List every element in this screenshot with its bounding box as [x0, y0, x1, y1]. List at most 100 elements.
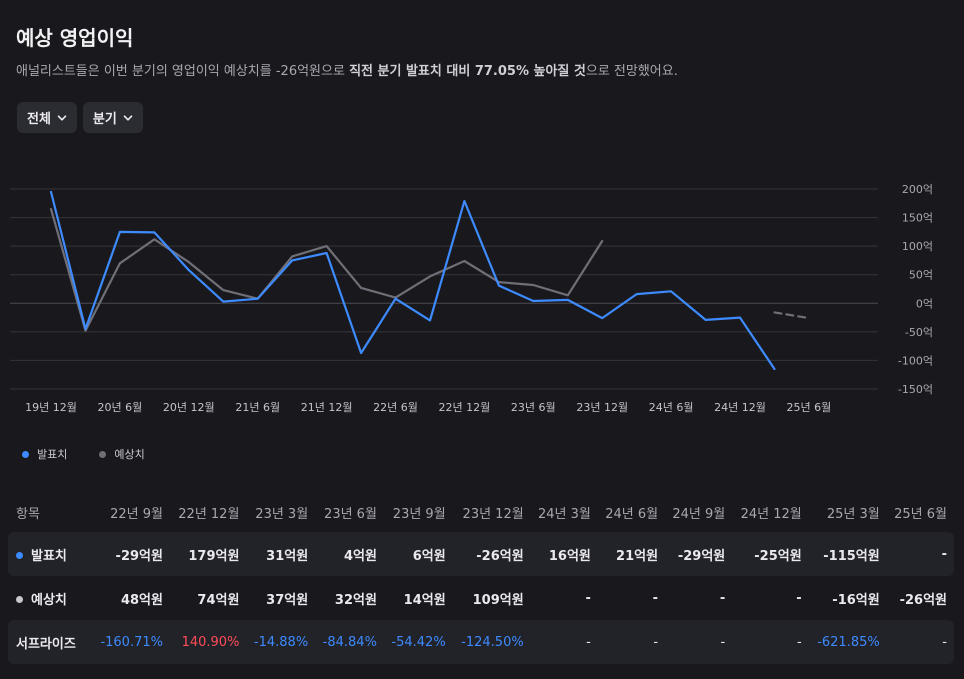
table-cell: 16억원	[530, 532, 598, 576]
x-tick-label: 23년 12월	[576, 401, 628, 414]
row-dot	[16, 551, 23, 559]
surprise-row: 서프라이즈 -160.71% 140.90% -14.88% -84.84% -54.42…	[8, 620, 954, 664]
table-cell: 109억원	[472, 592, 524, 608]
series-line-actual	[49, 190, 776, 371]
legend-dot-estimate	[99, 450, 107, 458]
legend-label-actual: 발표치	[37, 448, 68, 461]
operating-profit-chart: 200억 150억 100억 50억 0억 -50억 -100억 -150억 19년 12월 20…	[10, 183, 933, 414]
x-tick-label: 21년 12월	[301, 401, 353, 414]
y-tick-label: 150억	[902, 212, 933, 225]
legend-item-actual[interactable]: 발표치	[22, 446, 67, 462]
table-cell: -124.50%	[452, 620, 531, 664]
table-cell: -115억원	[808, 532, 887, 576]
range-dropdown-label: 전체	[27, 112, 51, 127]
row-label-text: 서프라이즈	[16, 636, 76, 652]
x-tick-label: 19년 12월	[25, 401, 77, 414]
table-cell: 48억원	[120, 592, 163, 608]
series-line-estimate-future	[773, 311, 810, 320]
table-cell: -14.88%	[246, 620, 316, 664]
chevron-down-icon	[123, 114, 133, 121]
column-header: 23년 3월	[255, 506, 309, 522]
column-header: 22년 9월	[110, 506, 163, 522]
table-cell: 6억원	[383, 532, 453, 576]
table-cell: -29억원	[665, 532, 733, 576]
table-cell: -160.71%	[91, 620, 170, 664]
column-header: 23년 9월	[392, 506, 446, 522]
series-line-estimate	[49, 207, 604, 332]
table-cell: 32억원	[334, 592, 377, 608]
earnings-table: 항목 22년 9월 22년 12월 23년 3월 23년 6월 23년 9월 2…	[8, 492, 954, 664]
column-header: 25년 3월	[826, 506, 880, 522]
table-cell: -29억원	[91, 532, 170, 576]
table-cell: -	[530, 620, 598, 664]
column-header: 25년 6월	[894, 506, 947, 522]
x-tick-label: 22년 6월	[373, 401, 418, 414]
table-cell: -	[732, 620, 809, 664]
legend-dot-actual	[22, 450, 29, 458]
table-cell: -26억원	[452, 532, 531, 576]
chevron-down-icon	[57, 114, 67, 121]
table-cell: -	[585, 590, 591, 606]
estimate-row: 예상치 48억원 74억원 37억원 32억원 14억원 109억원 - - - - -16억원 -26…	[8, 576, 954, 620]
table-cell: 31억원	[246, 532, 316, 576]
x-tick-label: 22년 12월	[439, 401, 491, 414]
range-dropdown[interactable]: 전체	[17, 102, 77, 133]
table-cell: -	[597, 620, 666, 664]
column-header: 23년 6월	[324, 506, 377, 522]
column-header: 24년 9월	[672, 506, 726, 522]
y-tick-label: -100억	[898, 354, 933, 367]
table-cell: -	[719, 590, 726, 606]
page-subtitle: 애널리스트들은 이번 분기의 영업이익 예상치를 -26억원으로 직전 분기 발…	[16, 60, 678, 79]
legend-label-estimate: 예상치	[114, 448, 145, 461]
period-dropdown[interactable]: 분기	[82, 102, 143, 133]
subtitle-highlight: 직전 분기 발표치 대비 77.05% 높아질 것	[349, 64, 586, 79]
table-cell: 21억원	[597, 532, 666, 576]
chart-legend: 발표치 예상치	[22, 446, 145, 462]
filter-bar: 전체 분기	[17, 102, 143, 133]
table-cell: -	[796, 590, 802, 606]
page-title: 예상 영업이익	[16, 26, 134, 50]
subtitle-pre: 애널리스트들은 이번 분기의 영업이익 예상치를 -26억원으로	[16, 64, 350, 79]
table-header-row: 항목 22년 9월 22년 12월 23년 3월 23년 6월 23년 9월 2…	[8, 492, 954, 532]
table-cell: -54.42%	[383, 620, 453, 664]
row-label: 예상치	[8, 576, 92, 620]
table-cell: -84.84%	[315, 620, 384, 664]
x-tick-label: 25년 6월	[787, 401, 832, 414]
x-tick-label: 20년 12월	[163, 401, 215, 414]
x-tick-label: 21년 6월	[235, 401, 280, 414]
row-label: 서프라이즈	[8, 620, 92, 664]
table-cell: -16억원	[832, 592, 880, 608]
table-cell: 179억원	[169, 532, 247, 576]
y-tick-label: 200억	[902, 183, 933, 196]
table-cell: -	[652, 590, 659, 606]
column-header: 24년 6월	[605, 506, 659, 522]
table-cell: 140.90%	[169, 620, 247, 664]
x-tick-label: 23년 6월	[511, 401, 556, 414]
column-header: 24년 12월	[740, 506, 802, 522]
x-tick-label: 24년 6월	[649, 401, 694, 414]
table-cell: -621.85%	[808, 620, 887, 664]
subtitle-post: 으로 전망했어요.	[585, 64, 678, 79]
table-cell: 74억원	[197, 592, 240, 608]
legend-item-estimate[interactable]: 예상치	[99, 446, 145, 462]
table-cell: -	[665, 620, 733, 664]
y-tick-label: 0억	[916, 297, 933, 310]
row-label-text: 발표치	[31, 548, 67, 564]
row-dot	[16, 595, 23, 603]
column-header: 23년 12월	[462, 506, 524, 522]
x-tick-label: 20년 6월	[98, 401, 143, 414]
table-cell: -	[886, 620, 954, 664]
period-dropdown-label: 분기	[92, 112, 117, 127]
column-header: 24년 3월	[538, 506, 591, 522]
table-cell: -	[886, 532, 954, 576]
actual-row: 발표치 -29억원 179억원 31억원 4억원 6억원 -26억원 16억원 21억원 -29억…	[8, 532, 954, 576]
x-tick-label: 24년 12월	[714, 401, 766, 414]
y-tick-label: -50억	[905, 326, 933, 339]
table-header-label: 항목	[16, 506, 40, 522]
y-tick-label: 100억	[902, 240, 933, 253]
table-cell: 37억원	[266, 592, 309, 608]
table-cell: -25억원	[732, 532, 809, 576]
row-label: 발표치	[8, 532, 92, 576]
column-header: 22년 12월	[178, 506, 240, 522]
table-cell: 14억원	[403, 592, 446, 608]
